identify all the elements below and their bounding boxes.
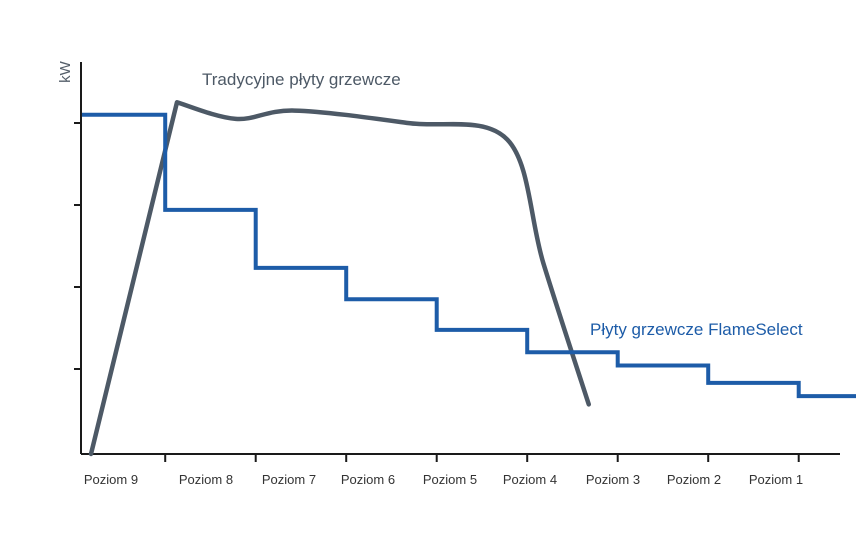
x-tick-label: Poziom 6 bbox=[340, 472, 396, 487]
x-tick-label: Poziom 7 bbox=[261, 472, 317, 487]
series-label-tradycyjne: Tradycyjne płyty grzewcze bbox=[202, 70, 401, 89]
x-tick-label: Poziom 1 bbox=[748, 472, 804, 487]
series-line-flameselect bbox=[81, 112, 856, 399]
x-tick-label: Poziom 3 bbox=[585, 472, 641, 487]
x-tick-label: Poziom 8 bbox=[178, 472, 234, 487]
y-axis-label: kW bbox=[57, 61, 74, 83]
x-tick-label: Poziom 2 bbox=[666, 472, 722, 487]
x-axis bbox=[81, 453, 840, 462]
x-tick-label: Poziom 4 bbox=[502, 472, 558, 487]
y-axis bbox=[74, 62, 82, 454]
series-label-flameselect: Płyty grzewcze FlameSelect bbox=[590, 320, 803, 339]
x-tick-label: Poziom 5 bbox=[422, 472, 478, 487]
series-line-tradycyjne bbox=[88, 100, 591, 457]
x-tick-label: Poziom 9 bbox=[83, 472, 139, 487]
